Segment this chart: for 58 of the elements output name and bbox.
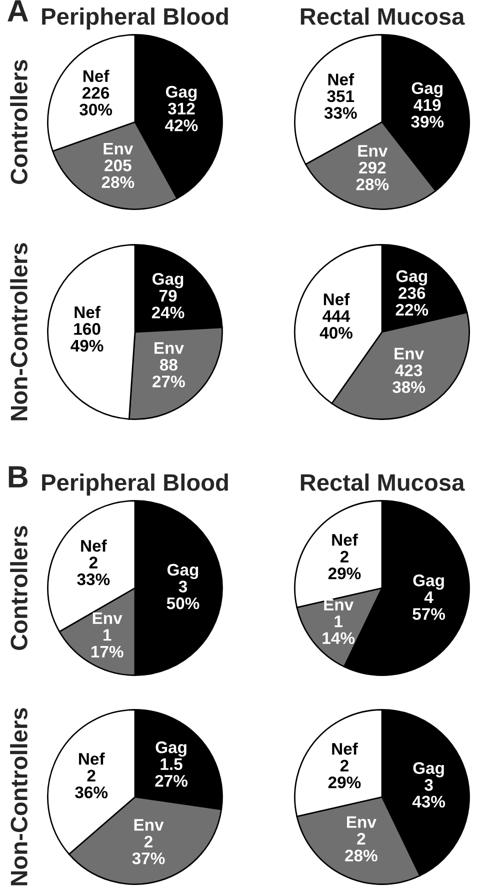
chart-title: Rectal Mucosa xyxy=(300,474,465,491)
text: Controllers xyxy=(10,526,28,650)
text: Controllers xyxy=(10,60,28,184)
slice-label: Env xyxy=(347,816,376,828)
chart-title: Peripheral Blood xyxy=(42,8,228,30)
slice-label: Gag xyxy=(156,741,186,757)
data-label: 1.5 27% xyxy=(155,758,188,787)
slice-label: Nef xyxy=(332,742,358,755)
data-label: 423 38% xyxy=(392,364,426,394)
data-label: 292 28% xyxy=(356,162,389,190)
data-label: 2 29% xyxy=(328,760,361,788)
slice-label: Gag xyxy=(413,762,444,778)
data-label: 160 49% xyxy=(70,323,104,352)
data-label: 1 14% xyxy=(322,616,355,644)
slice-label: Env xyxy=(324,598,354,610)
data-label: 351 33% xyxy=(324,90,357,119)
chart-title: Peripheral Blood xyxy=(42,474,228,496)
slice-label: Gag xyxy=(166,86,197,102)
data-label: 2 28% xyxy=(345,832,378,862)
data-label: 205 28% xyxy=(102,160,134,188)
data-label: 312 42% xyxy=(165,102,198,132)
slice-label: Env xyxy=(92,612,122,624)
slice-label: Gag xyxy=(413,574,444,590)
slice-label: Gag xyxy=(396,270,427,286)
data-label: 419 39% xyxy=(411,99,444,128)
data-label: 2 36% xyxy=(75,770,108,798)
data-label: 3 43% xyxy=(412,778,446,808)
slice-label: Env xyxy=(154,342,184,354)
data-label: 79 24% xyxy=(152,290,184,318)
data-label: 1 17% xyxy=(91,629,124,658)
data-label: 3 50% xyxy=(166,580,200,610)
slice-label: Env xyxy=(134,819,164,831)
data-label: 88 27% xyxy=(152,358,185,388)
data-label: 2 29% xyxy=(328,550,361,580)
slice-label: Nef xyxy=(74,306,100,318)
slice-label: Env xyxy=(104,142,134,154)
data-label: 226 30% xyxy=(80,86,112,116)
text: A xyxy=(8,0,28,22)
slice-label: Nef xyxy=(81,539,107,552)
slice-label: Nef xyxy=(79,752,105,765)
slice-label: Nef xyxy=(83,70,110,82)
text: B xyxy=(8,466,28,488)
text: Non-Controllers xyxy=(10,243,28,420)
data-label: 4 57% xyxy=(412,592,446,620)
slice-label: Nef xyxy=(324,293,350,306)
data-label: 2 33% xyxy=(77,556,110,586)
data-label: 236 22% xyxy=(396,287,428,316)
slice-label: Gag xyxy=(152,273,184,288)
chart-title: Rectal Mucosa xyxy=(300,8,465,25)
data-label: 2 37% xyxy=(132,836,165,864)
data-label: 444 40% xyxy=(320,310,352,339)
slice-label: Env xyxy=(394,348,424,360)
slice-label: Nef xyxy=(328,73,354,86)
slice-label: Env xyxy=(358,145,388,157)
slice-label: Gag xyxy=(412,82,442,98)
text: Non-Controllers xyxy=(10,708,28,886)
slice-label: Gag xyxy=(167,564,198,580)
slice-label: Nef xyxy=(332,534,358,546)
